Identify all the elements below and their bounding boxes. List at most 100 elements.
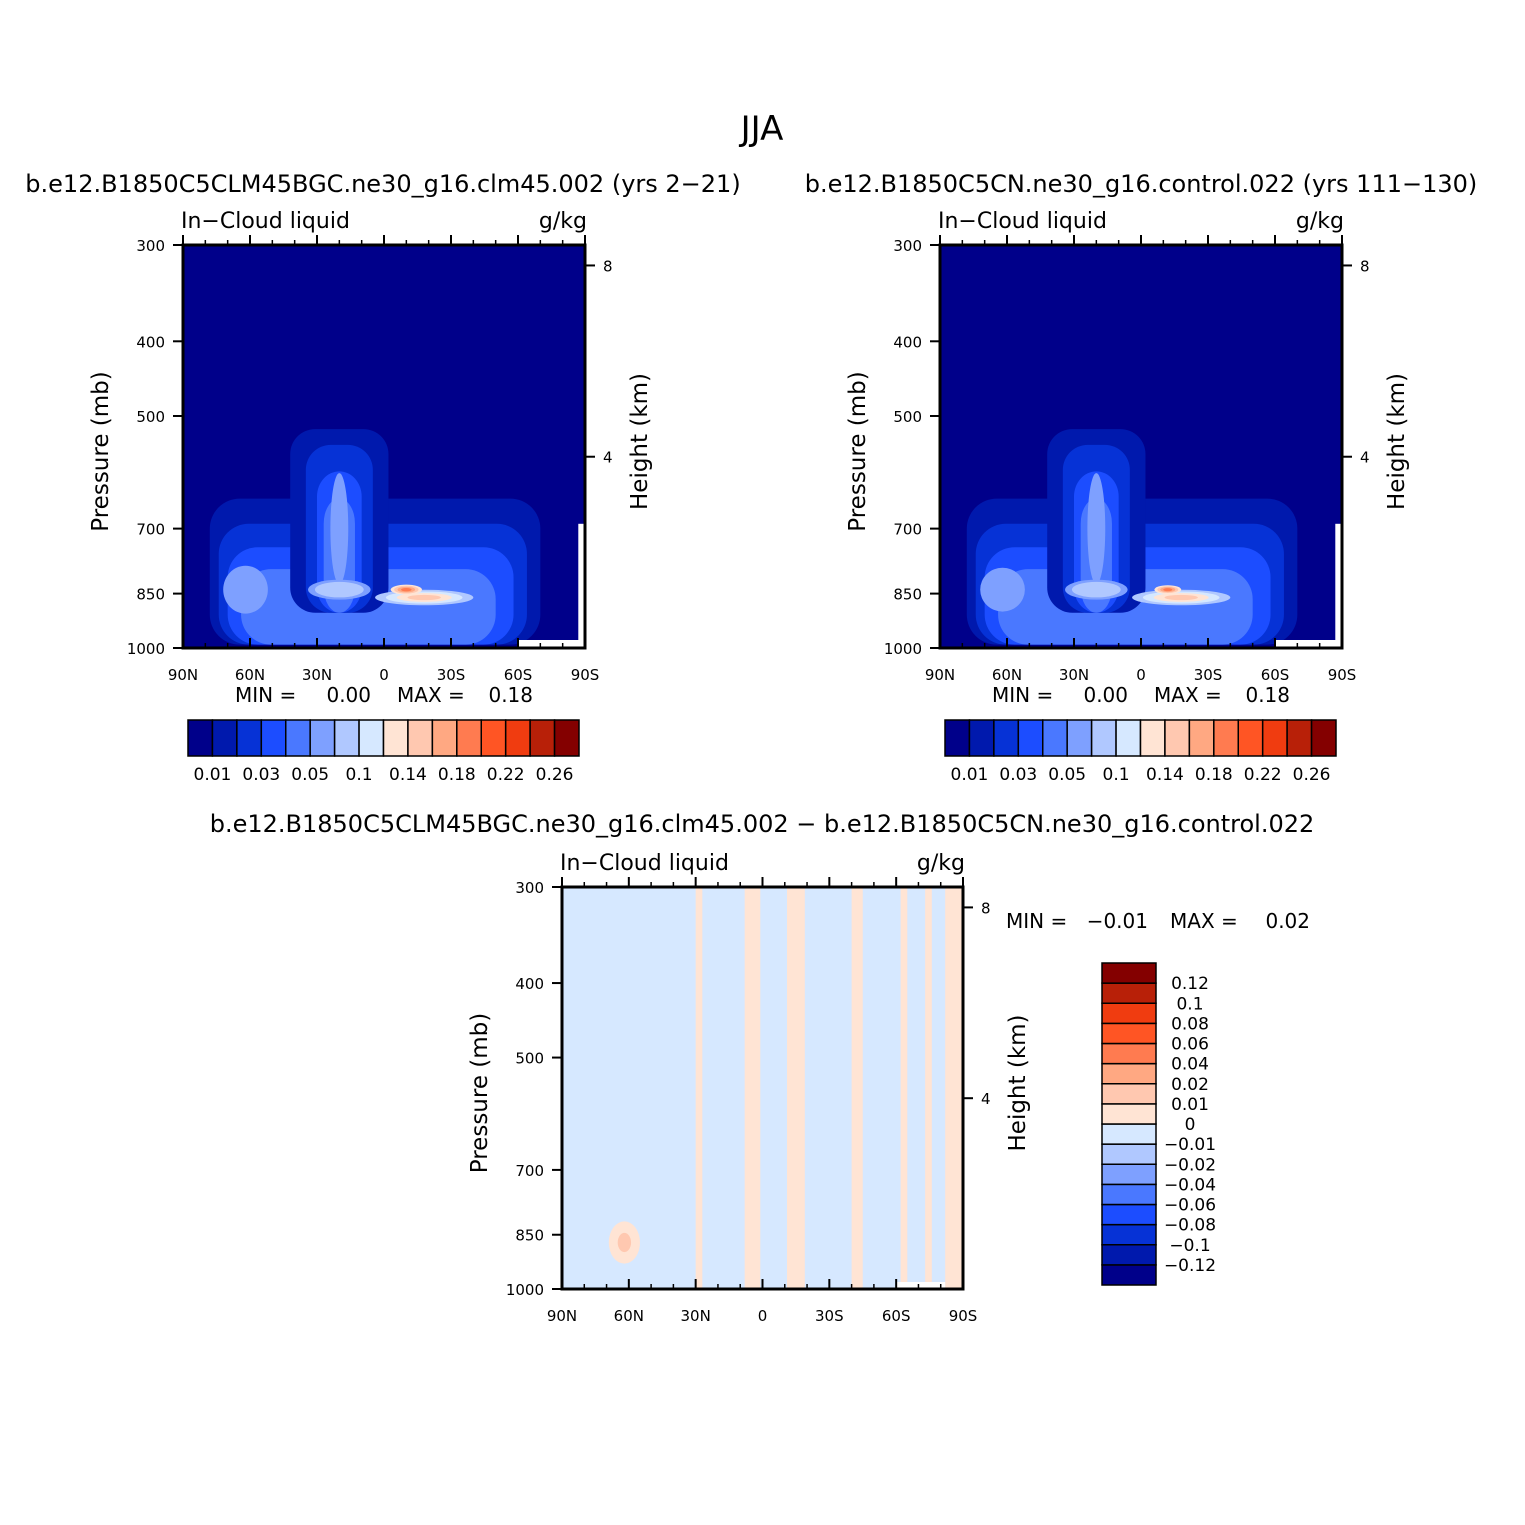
colorbar-label: 0.18 xyxy=(438,765,476,785)
y-tick-label: 500 xyxy=(515,1050,544,1068)
colorbar-label: 0.1 xyxy=(1103,765,1130,785)
colorbar-box xyxy=(1101,1183,1157,1206)
contour-band xyxy=(407,594,441,601)
panel-title: b.e12.B1850C5CLM45BGC.ne30_g16.clm45.002… xyxy=(210,810,1315,838)
x-tick-label: 60S xyxy=(882,1307,911,1325)
min-label: MIN = xyxy=(992,683,1053,707)
colorbar-box xyxy=(1101,1143,1157,1165)
y-tick-label: 850 xyxy=(136,586,165,604)
colorbar-label: 0.12 xyxy=(1171,974,1209,994)
colorbar-label: 0.1 xyxy=(1176,994,1203,1014)
colorbar-label: −0.1 xyxy=(1169,1236,1210,1256)
positive-band xyxy=(695,887,703,1289)
colorbar-box xyxy=(1261,719,1288,757)
colorbar-box xyxy=(1115,719,1142,757)
y-right-axis-title: Height (km) xyxy=(627,373,653,510)
positive-band xyxy=(744,887,761,1289)
field-background xyxy=(562,887,963,1289)
positive-blob xyxy=(617,1232,632,1253)
max-value: 0.02 xyxy=(1265,909,1310,933)
colorbar-box xyxy=(187,719,214,757)
y-axis-title: Pressure (mb) xyxy=(88,371,114,531)
positive-band xyxy=(925,887,932,1289)
y-tick-label: 1000 xyxy=(127,640,165,658)
colorbar-label: 0.04 xyxy=(1171,1055,1209,1075)
colorbar-box xyxy=(456,719,482,757)
colorbar-box xyxy=(1090,719,1117,757)
max-label: MAX = xyxy=(397,683,465,707)
x-tick-label: 60N xyxy=(614,1307,644,1325)
y-tick-label: 700 xyxy=(136,521,165,539)
x-tick-label: 0 xyxy=(758,1307,768,1325)
colorbar-label: −0.08 xyxy=(1164,1216,1216,1236)
max-value: 0.18 xyxy=(1245,683,1290,707)
y-tick-label: 400 xyxy=(893,333,922,351)
x-tick-label: 60S xyxy=(1261,666,1290,684)
colorbar-box xyxy=(407,719,434,757)
colorbar-box xyxy=(1164,719,1191,757)
x-tick-label: 0 xyxy=(1136,666,1146,684)
y-tick-label: 700 xyxy=(515,1162,544,1180)
colorbar-box xyxy=(553,719,580,757)
colorbar-box xyxy=(1101,982,1157,1004)
colorbar-label: 0.06 xyxy=(1171,1035,1209,1055)
contour-band xyxy=(1087,473,1106,585)
x-tick-label: 60N xyxy=(992,666,1022,684)
colorbar-box xyxy=(1101,1103,1157,1125)
contour-band xyxy=(1071,581,1121,598)
colorbar-box xyxy=(1101,1223,1157,1246)
missing-data xyxy=(1275,640,1342,648)
colorbar-box xyxy=(333,719,360,757)
field-label: In−Cloud liquid xyxy=(560,851,729,876)
y-tick-label: 1000 xyxy=(884,640,922,658)
missing-data xyxy=(896,1282,946,1289)
panel-difference: b.e12.B1850C5CLM45BGC.ne30_g16.clm45.002… xyxy=(210,810,1315,1325)
colorbar-label: 0.05 xyxy=(291,765,329,785)
x-tick-label: 30N xyxy=(681,1307,711,1325)
colorbar-box xyxy=(211,719,238,757)
colorbar-box xyxy=(1237,719,1264,757)
colorbar-label: 0.05 xyxy=(1048,765,1086,785)
colorbar-label: 0.03 xyxy=(242,765,280,785)
figure-title: JJA xyxy=(739,109,784,149)
units-label: g/kg xyxy=(539,209,587,234)
x-tick-label: 30S xyxy=(815,1307,844,1325)
colorbar-box xyxy=(1101,1244,1157,1266)
colorbar: −0.12−0.1−0.08−0.06−0.04−0.02−0.0100.010… xyxy=(1101,962,1216,1286)
colorbar-box xyxy=(1101,1022,1157,1045)
colorbar: 0.01 0.03 0.05 0.1 0.14 0.18 0.22 0.26 xyxy=(187,719,580,785)
missing-data xyxy=(518,640,585,648)
contour-band xyxy=(1164,594,1198,601)
colorbar-label: 0.01 xyxy=(1171,1095,1209,1115)
contour-band xyxy=(330,473,349,585)
colorbar-box xyxy=(1101,962,1157,984)
colorbar-label: 0.03 xyxy=(999,765,1037,785)
colorbar-label: 0.26 xyxy=(536,765,574,785)
panel-control-cn: b.e12.B1850C5CN.ne30_g16.control.022 (yr… xyxy=(805,170,1478,785)
colorbar-box xyxy=(480,719,507,757)
colorbar-box xyxy=(1286,719,1313,757)
y-axis-title: Pressure (mb) xyxy=(845,371,871,531)
colorbar-box xyxy=(1042,719,1068,757)
colorbar-box xyxy=(1101,1083,1157,1105)
y-tick-label: 400 xyxy=(136,333,165,351)
y-right-axis-title: Height (km) xyxy=(1005,1014,1031,1151)
y-tick-label: 850 xyxy=(893,586,922,604)
x-tick-label: 90S xyxy=(1328,666,1357,684)
colorbar-box xyxy=(285,719,311,757)
colorbar-label: 0.14 xyxy=(389,765,427,785)
contour-field xyxy=(940,245,1342,648)
y-tick-label: 500 xyxy=(136,408,165,426)
colorbar-box xyxy=(1213,719,1239,757)
colorbar-box xyxy=(309,719,336,757)
missing-data xyxy=(1335,523,1342,648)
y-tick-label: 400 xyxy=(515,975,544,993)
x-tick-label: 30S xyxy=(1194,666,1223,684)
colorbar-box xyxy=(1101,1002,1157,1025)
max-value: 0.18 xyxy=(488,683,533,707)
colorbar-box xyxy=(1066,719,1093,757)
colorbar-box xyxy=(1101,1163,1157,1186)
x-tick-label: 90N xyxy=(925,666,955,684)
positive-band xyxy=(851,887,863,1289)
colorbar-label: 0 xyxy=(1185,1115,1196,1135)
